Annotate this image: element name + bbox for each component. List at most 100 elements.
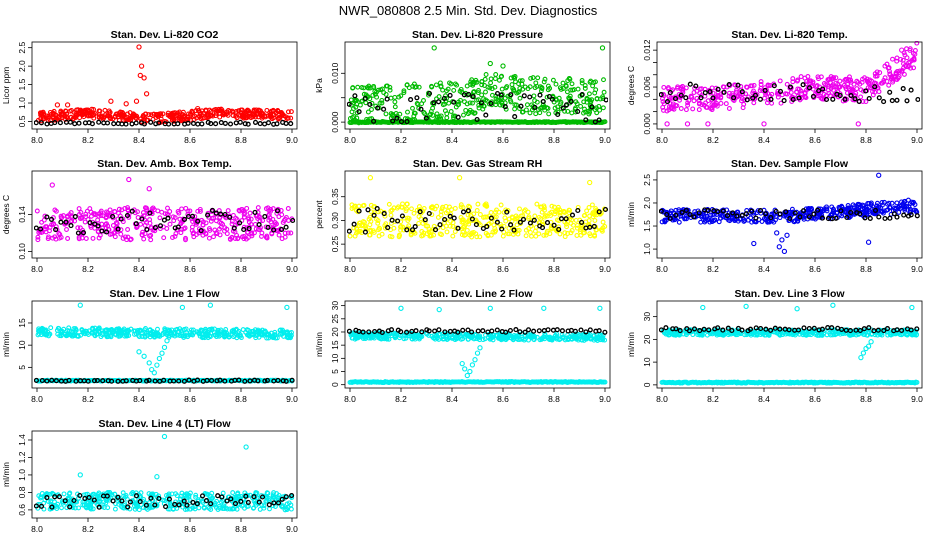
reference-point	[825, 98, 829, 102]
reference-point	[448, 94, 452, 98]
reference-point	[513, 115, 517, 119]
data-point	[534, 229, 538, 233]
x-tick-label: 8.6	[184, 394, 196, 404]
outlier-point	[475, 351, 479, 355]
reference-point	[801, 83, 805, 87]
reference-point	[100, 229, 104, 233]
data-point	[367, 110, 371, 114]
reference-point	[257, 223, 261, 227]
data-point	[710, 86, 714, 90]
reference-point	[427, 212, 431, 216]
data-point	[184, 207, 188, 211]
reference-point	[413, 225, 417, 229]
reference-point	[246, 122, 250, 126]
data-point	[462, 113, 466, 117]
data-point	[601, 220, 605, 224]
reference-point	[831, 97, 835, 101]
reference-point	[77, 121, 81, 125]
outlier-point	[588, 180, 592, 184]
reference-point	[528, 95, 532, 99]
y-tick-label: 10	[330, 353, 340, 363]
reference-point	[496, 220, 500, 224]
reference-point	[481, 329, 485, 333]
reference-point	[364, 230, 368, 234]
x-tick-label: 8.4	[446, 135, 458, 145]
y-tick-label: 5	[330, 369, 340, 374]
y-tick-label: 0.5	[17, 115, 27, 127]
outlier-point	[458, 176, 462, 180]
reference-point	[877, 96, 881, 100]
reference-point	[552, 328, 556, 332]
data-point	[580, 79, 584, 83]
reference-point	[475, 223, 479, 227]
data-point	[588, 92, 592, 96]
outlier-point	[877, 173, 881, 177]
reference-point	[462, 210, 466, 214]
data-point	[526, 210, 530, 214]
data-point	[451, 234, 455, 238]
reference-point	[745, 98, 749, 102]
data-points	[34, 45, 293, 126]
reference-point	[347, 229, 351, 233]
reference-point	[433, 329, 437, 333]
outlier-point	[208, 303, 212, 307]
outlier-point	[473, 358, 477, 362]
data-point	[579, 105, 583, 109]
data-point	[389, 96, 393, 100]
reference-point	[176, 225, 180, 229]
data-point	[677, 220, 681, 224]
data-point	[602, 90, 606, 94]
data-point	[464, 109, 468, 113]
outlier-point	[142, 354, 146, 358]
x-tick-label: 8.8	[548, 394, 560, 404]
data-point	[35, 209, 39, 213]
x-tick-label: 9.0	[911, 264, 923, 274]
reference-point	[253, 211, 257, 215]
reference-point	[485, 225, 489, 229]
reference-point	[895, 98, 899, 102]
data-point	[393, 100, 397, 104]
outlier-point	[600, 46, 604, 50]
data-point	[103, 108, 107, 112]
outlier-point	[50, 183, 54, 187]
y-axis-label: degrees C	[1, 195, 11, 234]
data-point	[393, 96, 397, 100]
reference-point	[802, 209, 806, 213]
data-points	[347, 176, 607, 239]
data-point	[691, 107, 695, 111]
reference-point	[414, 329, 418, 333]
data-point	[389, 213, 393, 217]
outlier-point	[785, 233, 789, 237]
y-tick-label: 0.35	[330, 188, 340, 205]
data-point	[208, 236, 212, 240]
data-point	[256, 206, 260, 210]
data-point	[218, 115, 222, 119]
reference-point	[34, 121, 38, 125]
reference-point	[69, 120, 73, 124]
reference-point	[597, 329, 601, 333]
data-point	[897, 211, 901, 215]
reference-point	[560, 217, 564, 221]
data-point	[377, 234, 381, 238]
plot-frame	[32, 301, 297, 388]
y-tick-label: 30	[330, 301, 340, 311]
data-point	[547, 112, 551, 116]
reference-point	[509, 329, 513, 333]
reference-point	[224, 122, 228, 126]
data-point	[591, 203, 595, 207]
data-point	[859, 95, 863, 99]
outlier-point	[152, 371, 156, 375]
reference-point	[88, 221, 92, 225]
data-point	[534, 112, 538, 116]
x-tick-label: 8.2	[395, 264, 407, 274]
page-title: NWR_080808 2.5 Min. Std. Dev. Diagnostic…	[339, 3, 598, 18]
reference-point	[495, 328, 499, 332]
x-tick-label: 8.0	[344, 264, 356, 274]
reference-point	[284, 225, 288, 229]
reference-point	[456, 115, 460, 119]
data-point	[83, 220, 87, 224]
data-point	[891, 57, 895, 61]
chart-title: Stan. Dev. Line 1 Flow	[109, 288, 220, 300]
